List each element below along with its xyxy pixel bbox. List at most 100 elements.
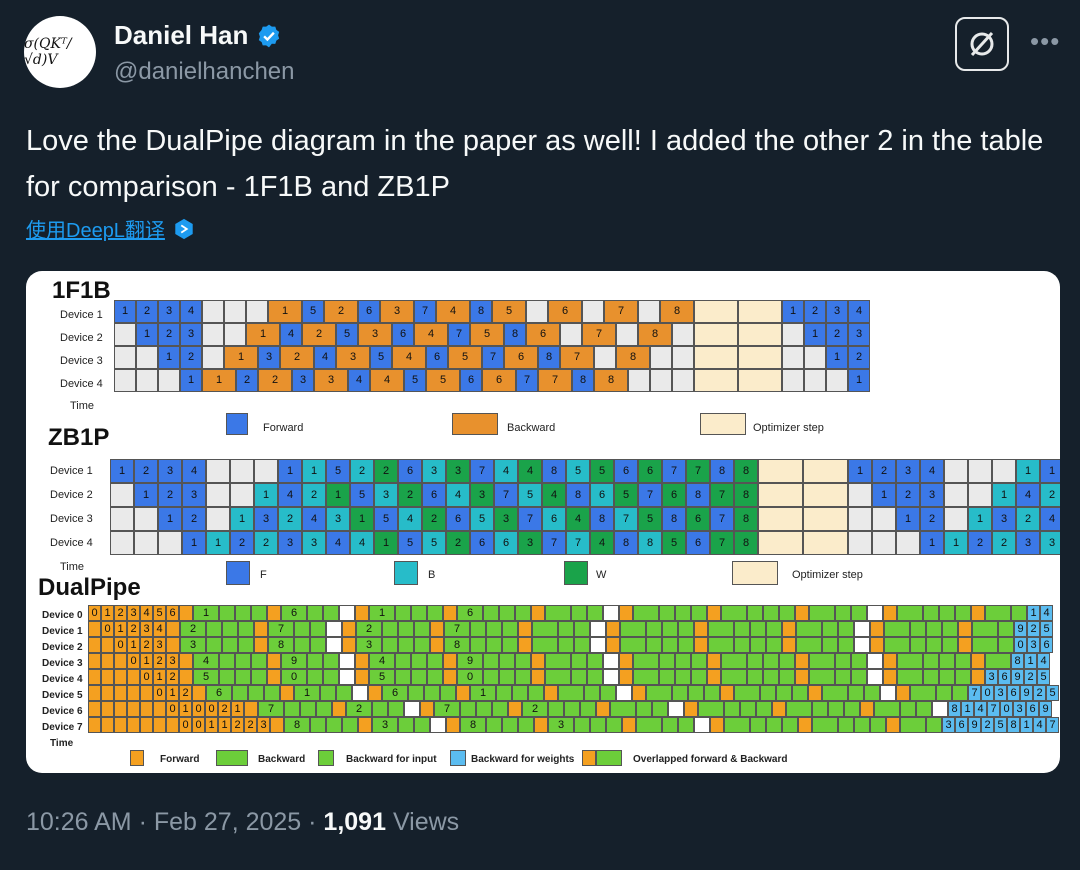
zb1p-time-label: Time <box>60 561 85 573</box>
pipeline-cell <box>659 669 675 685</box>
translate-link[interactable]: 使用DeepL翻译 <box>26 214 195 243</box>
legend-backward: Backward <box>258 754 306 765</box>
views-label: Views <box>392 808 460 836</box>
pipeline-cell: 3 <box>166 653 179 669</box>
pipeline-cell <box>721 605 747 621</box>
pipeline-cell: 1 <box>1024 653 1037 669</box>
pipeline-cell <box>230 459 254 483</box>
pipeline-cell: 1 <box>110 459 134 483</box>
pipeline-cell: 2 <box>140 637 153 653</box>
pipeline-cell <box>756 701 772 717</box>
author-handle[interactable]: @danielhanchen <box>114 58 295 85</box>
pipeline-cell <box>646 637 662 653</box>
pipeline-cell <box>267 669 281 685</box>
pipeline-cell <box>707 605 721 621</box>
pipeline-cell <box>251 669 267 685</box>
diagram-image[interactable]: 1F1B ZB1P DualPipe Device 1 Device 2 Dev… <box>26 271 1060 773</box>
pipeline-cell <box>662 637 678 653</box>
author-name-row[interactable]: Daniel Han <box>114 20 282 51</box>
pipeline-cell <box>926 621 942 637</box>
pipeline-cell <box>884 621 910 637</box>
pipeline-cell <box>896 685 910 701</box>
pipeline-cell <box>430 637 444 653</box>
pipeline-cell <box>750 717 766 733</box>
pipeline-cell: 6 <box>460 369 482 392</box>
pipeline-cell: 5 <box>326 459 350 483</box>
pipeline-cell: 3 <box>518 531 542 555</box>
pipeline-cell: 7 <box>542 531 566 555</box>
pipeline-cell <box>414 717 430 733</box>
pipeline-cell <box>622 717 636 733</box>
zb1p-device-label: Device 3 <box>50 513 93 525</box>
pipeline-cell <box>518 621 532 637</box>
pipeline-cell <box>883 653 897 669</box>
translate-label[interactable]: 使用DeepL翻译 <box>26 220 165 242</box>
pipeline-cell: 7 <box>538 369 572 392</box>
pipeline-cell <box>235 669 251 685</box>
pipeline-cell: 1 <box>101 605 114 621</box>
pipeline-cell <box>838 717 854 733</box>
pipeline-cell: 9 <box>281 653 307 669</box>
pipeline-cell: 0 <box>101 621 114 637</box>
pipeline-cell <box>939 653 955 669</box>
pipeline-cell: 2 <box>218 701 231 717</box>
pipeline-cell <box>672 346 694 369</box>
pipeline-cell <box>955 605 971 621</box>
pipeline-cell <box>158 369 180 392</box>
pipeline-cell <box>443 669 457 685</box>
pipeline-cell <box>326 717 342 733</box>
pipeline-cell: 7 <box>268 621 294 637</box>
pipeline-cell: 5 <box>153 605 166 621</box>
pipeline-cell <box>476 701 492 717</box>
pipeline-cell <box>219 605 235 621</box>
pipeline-cell <box>738 300 782 323</box>
pipeline-cell: 3 <box>314 369 348 392</box>
pipeline-cell <box>558 621 574 637</box>
pipeline-cell <box>896 531 920 555</box>
pipeline-cell <box>740 701 756 717</box>
more-options-icon[interactable]: ••• <box>1030 26 1061 56</box>
avatar[interactable]: σ(QKᵀ/√d)V <box>24 16 96 88</box>
pipeline-cell: 9 <box>1039 701 1052 717</box>
pipeline-cell: 6 <box>281 605 307 621</box>
pipeline-cell: 4 <box>370 369 404 392</box>
pipeline-cell <box>342 621 356 637</box>
pipeline-cell <box>101 653 114 669</box>
pipeline-cell <box>545 669 571 685</box>
pipeline-cell <box>251 605 267 621</box>
pipeline-cell: 6 <box>1026 701 1039 717</box>
pipeline-cell <box>822 621 838 637</box>
pipeline-cell <box>342 717 358 733</box>
pipeline-cell <box>323 653 339 669</box>
pipeline-cell: 8 <box>710 459 734 483</box>
pipeline-cell <box>548 701 564 717</box>
pipeline-cell: 6 <box>614 459 638 483</box>
tweet-date[interactable]: Feb 27, 2025 <box>153 808 302 836</box>
pipeline-cell: 7 <box>710 531 734 555</box>
pipeline-cell <box>606 637 620 653</box>
pipeline-cell <box>219 669 235 685</box>
pipeline-cell: 1 <box>920 531 944 555</box>
pipeline-cell <box>267 605 281 621</box>
pipeline-cell: 4 <box>302 507 326 531</box>
pipeline-cell <box>795 669 809 685</box>
pipeline-cell <box>694 637 708 653</box>
pipeline-cell <box>812 717 838 733</box>
pipeline-cell <box>738 346 782 369</box>
onef1b-time-label: Time <box>70 400 95 412</box>
pipeline-cell: 2 <box>180 346 202 369</box>
tweet-time[interactable]: 10:26 AM <box>26 808 132 836</box>
pipeline-cell <box>440 685 456 701</box>
pipeline-cell <box>694 717 710 733</box>
grok-button[interactable] <box>955 17 1009 71</box>
pipeline-cell: 9 <box>1014 621 1027 637</box>
author-name[interactable]: Daniel Han <box>114 20 249 50</box>
pipeline-cell: 2 <box>374 459 398 483</box>
pipeline-cell <box>926 717 942 733</box>
pipeline-cell: 8 <box>1007 717 1020 733</box>
pipeline-cell <box>809 605 835 621</box>
pipeline-cell <box>707 669 721 685</box>
pipeline-cell: 1 <box>166 685 179 701</box>
pipeline-cell: 1 <box>224 346 258 369</box>
pipeline-cell <box>140 717 153 733</box>
